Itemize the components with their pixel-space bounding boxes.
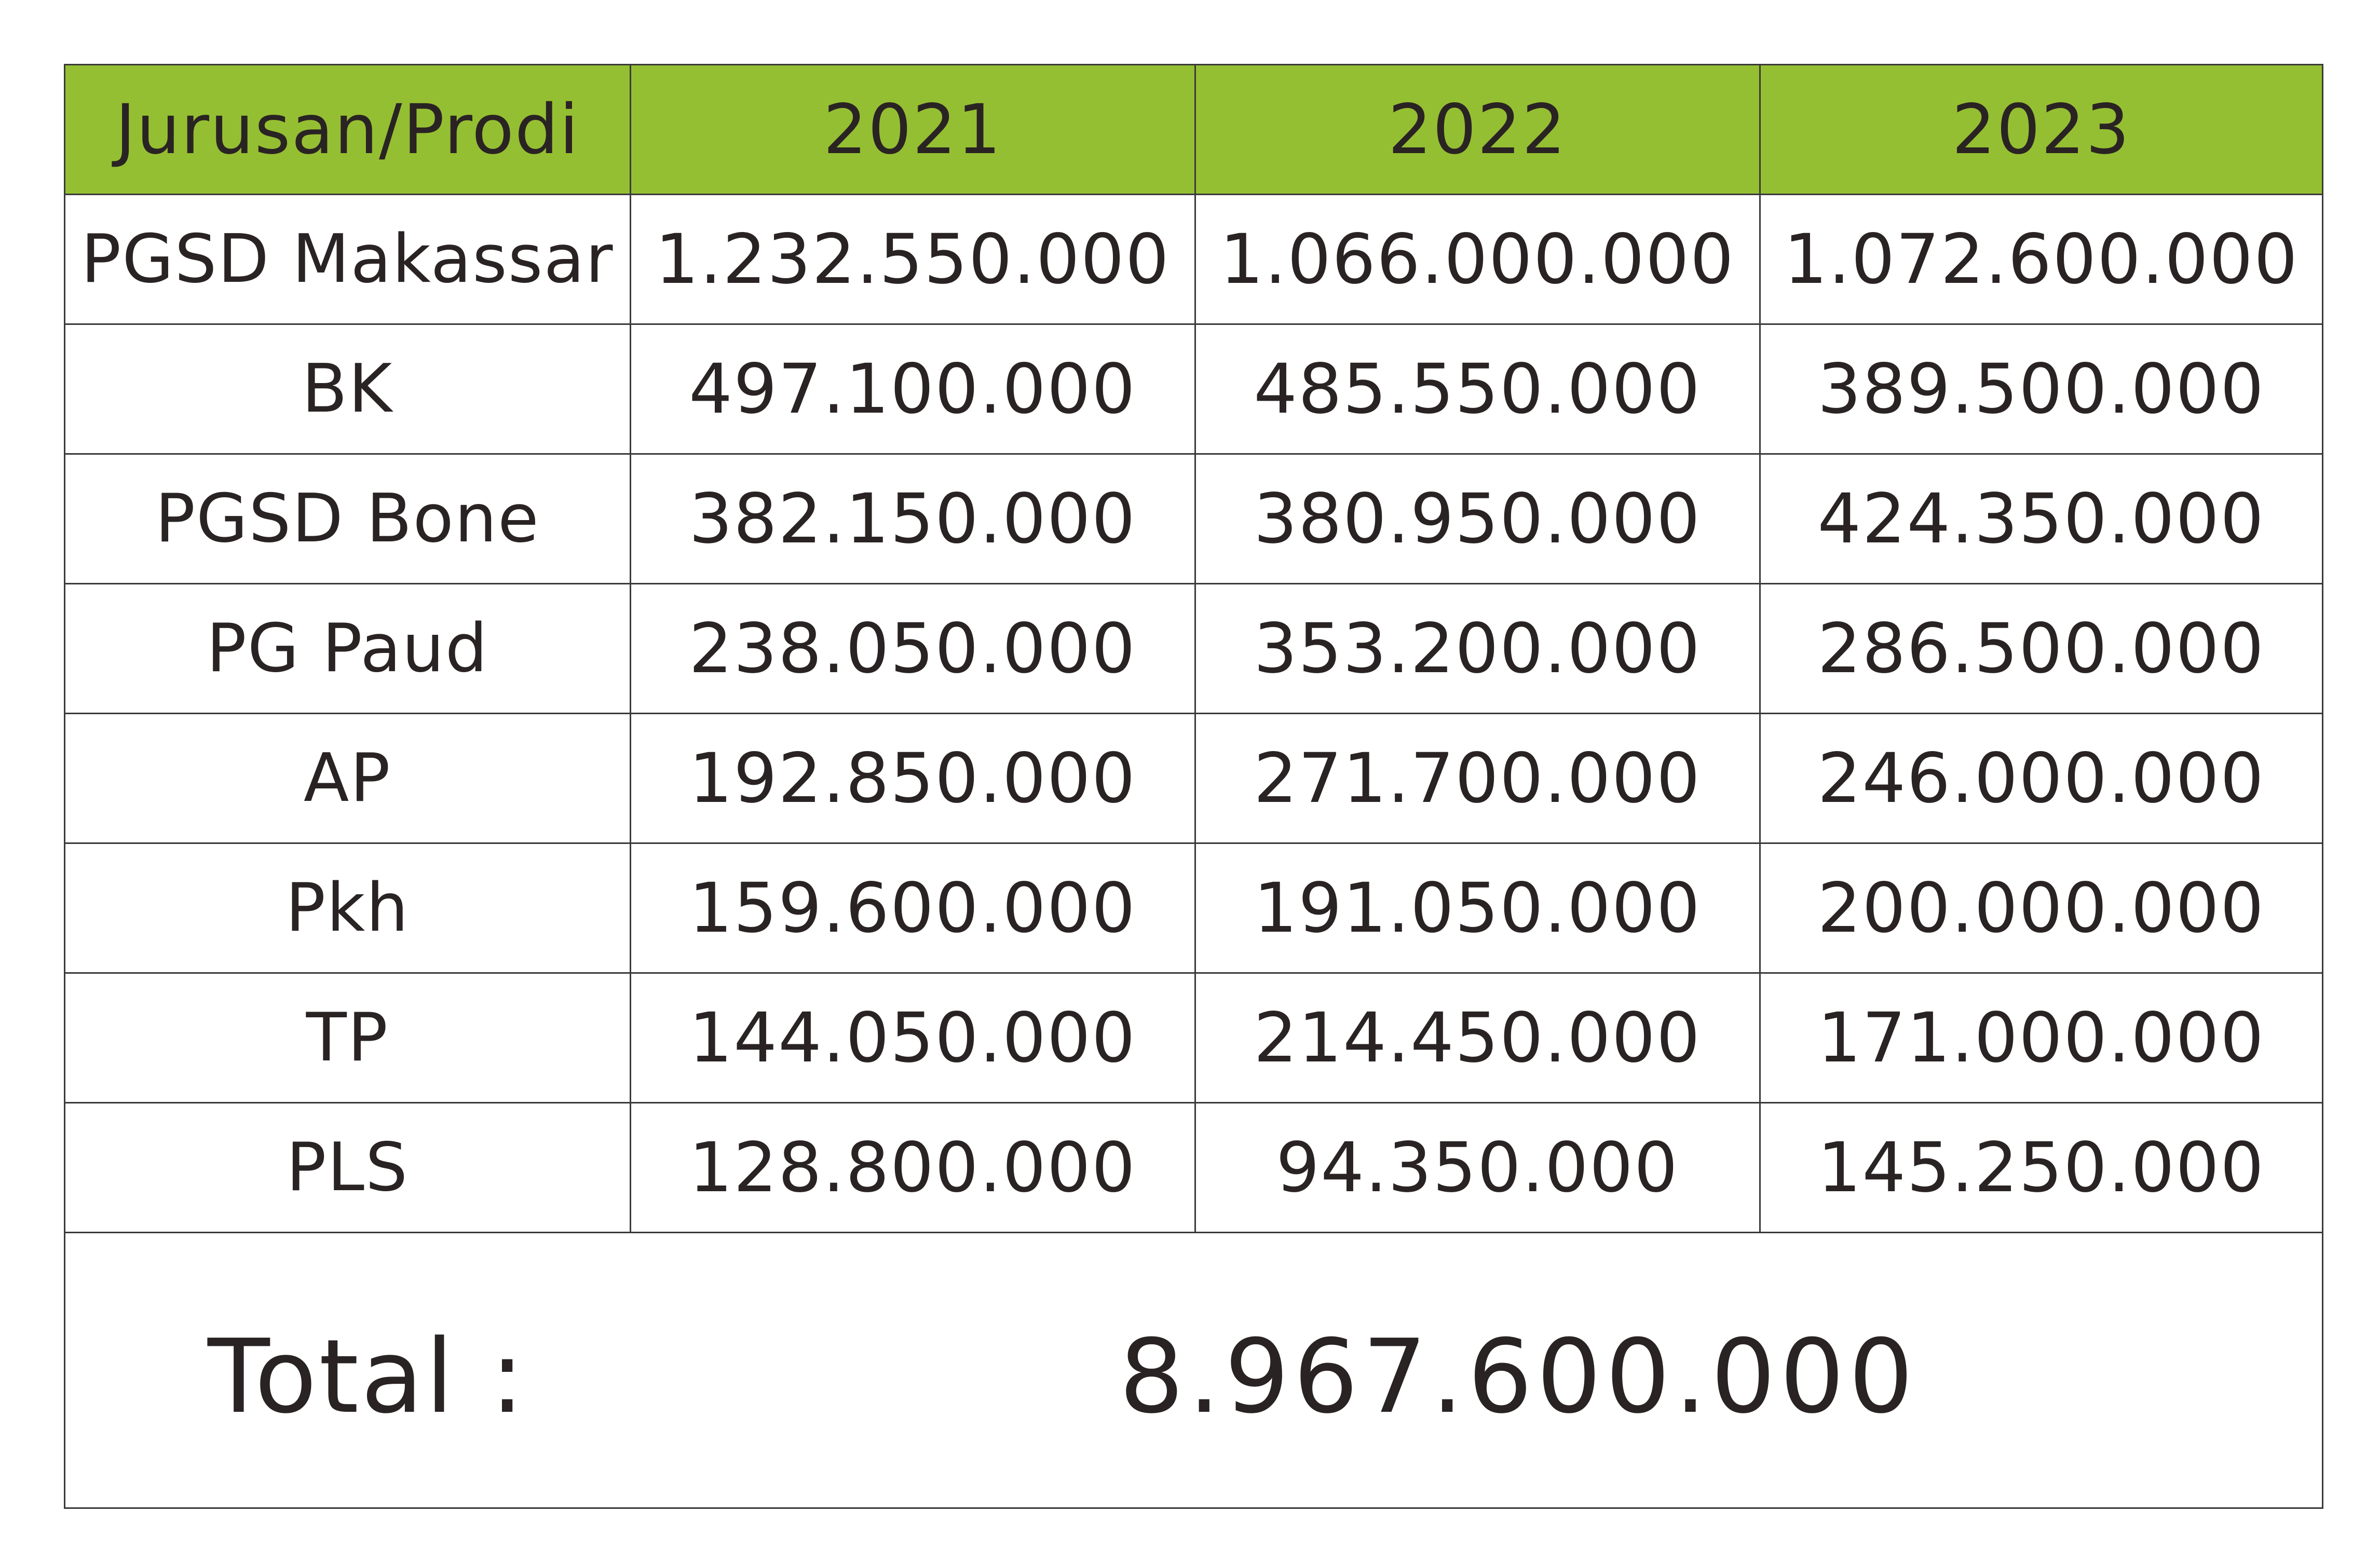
value-2022: 380.950.000 (1194, 453, 1761, 584)
value-2021: 1.232.550.000 (629, 194, 1196, 325)
value-2022: 191.050.000 (1194, 842, 1761, 974)
value-2023: 424.350.000 (1759, 453, 2322, 584)
prodi-name: TP (65, 972, 631, 1103)
prodi-name: PGSD Makassar (65, 194, 631, 325)
total-row: Total : 8.967.600.000 (65, 1246, 2322, 1507)
column-header-prodi: Jurusan/Prodi (65, 65, 631, 195)
value-2022: 271.700.000 (1194, 713, 1761, 844)
prodi-table: Jurusan/Prodi 2021 2022 2023 PGSD Makass… (65, 65, 2322, 1233)
value-2021: 159.600.000 (629, 842, 1196, 974)
prodi-name: AP (65, 713, 631, 844)
header-row: Jurusan/Prodi 2021 2022 2023 (65, 65, 2322, 195)
table-row: Pkh 159.600.000 191.050.000 200.000.000 (65, 842, 2322, 974)
prodi-name: Pkh (65, 842, 631, 974)
value-2023: 246.000.000 (1759, 713, 2322, 844)
value-2023: 145.250.000 (1759, 1102, 2322, 1233)
value-2021: 128.800.000 (629, 1102, 1196, 1233)
column-header-2022: 2022 (1194, 65, 1761, 195)
table-row: PGSD Bone 382.150.000 380.950.000 424.35… (65, 453, 2322, 584)
prodi-name: PLS (65, 1102, 631, 1233)
table-row: PG Paud 238.050.000 353.200.000 286.500.… (65, 583, 2322, 714)
table-row: AP 192.850.000 271.700.000 246.000.000 (65, 713, 2322, 844)
prodi-name: PG Paud (65, 583, 631, 714)
table-row: PLS 128.800.000 94.350.000 145.250.000 (65, 1102, 2322, 1233)
table-row: BK 497.100.000 485.550.000 389.500.000 (65, 323, 2322, 455)
value-2022: 485.550.000 (1194, 323, 1761, 455)
total-label: Total : (208, 1317, 527, 1436)
value-2022: 214.450.000 (1194, 972, 1761, 1103)
value-2021: 192.850.000 (629, 713, 1196, 844)
total-value: 8.967.600.000 (1119, 1317, 1917, 1436)
prodi-name: BK (65, 323, 631, 455)
value-2022: 94.350.000 (1194, 1102, 1761, 1233)
data-table: Jurusan/Prodi 2021 2022 2023 PGSD Makass… (64, 64, 2323, 1509)
value-2022: 1.066.000.000 (1194, 194, 1761, 325)
prodi-name: PGSD Bone (65, 453, 631, 584)
value-2023: 286.500.000 (1759, 583, 2322, 714)
value-2023: 389.500.000 (1759, 323, 2322, 455)
table-row: PGSD Makassar 1.232.550.000 1.066.000.00… (65, 194, 2322, 325)
value-2021: 144.050.000 (629, 972, 1196, 1103)
value-2021: 238.050.000 (629, 583, 1196, 714)
value-2023: 171.000.000 (1759, 972, 2322, 1103)
value-2023: 1.072.600.000 (1759, 194, 2322, 325)
value-2022: 353.200.000 (1194, 583, 1761, 714)
column-header-2021: 2021 (629, 65, 1196, 195)
value-2023: 200.000.000 (1759, 842, 2322, 974)
value-2021: 497.100.000 (629, 323, 1196, 455)
value-2021: 382.150.000 (629, 453, 1196, 584)
table-row: TP 144.050.000 214.450.000 171.000.000 (65, 972, 2322, 1103)
column-header-2023: 2023 (1759, 65, 2322, 195)
